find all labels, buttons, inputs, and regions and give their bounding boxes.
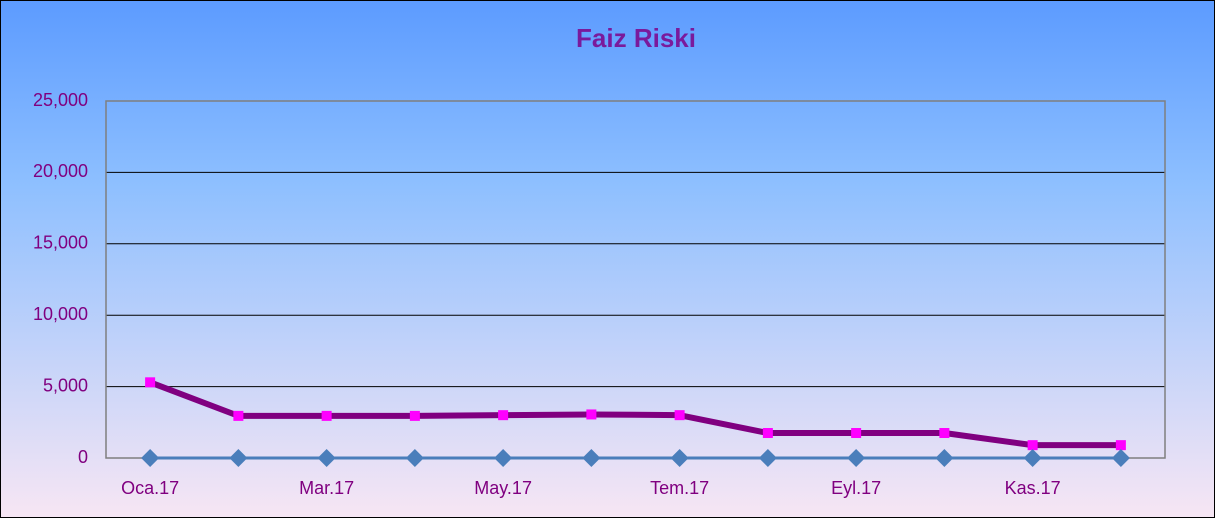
y-tick-label: 5,000 xyxy=(43,375,88,395)
marker xyxy=(1111,449,1130,467)
marker xyxy=(851,428,862,439)
marker xyxy=(847,449,866,467)
marker xyxy=(1027,440,1038,451)
x-tick-label: Oca.17 xyxy=(121,478,179,498)
y-tick-label: 25,000 xyxy=(33,90,88,110)
marker xyxy=(498,410,509,421)
marker xyxy=(586,409,597,420)
marker xyxy=(670,449,689,467)
y-tick-label: 0 xyxy=(78,447,88,467)
marker xyxy=(1115,440,1126,451)
series-line xyxy=(149,379,1121,449)
marker xyxy=(141,449,160,467)
x-tick-label: Kas.17 xyxy=(1005,478,1061,498)
marker xyxy=(1023,449,1042,467)
marker xyxy=(409,410,420,421)
marker xyxy=(321,410,332,421)
marker xyxy=(145,377,156,388)
marker xyxy=(762,428,773,439)
x-tick-label: May.17 xyxy=(474,478,532,498)
y-tick-label: 15,000 xyxy=(33,233,88,253)
marker xyxy=(405,449,424,467)
marker xyxy=(935,449,954,467)
marker xyxy=(674,410,685,421)
y-tick-label: 10,000 xyxy=(33,304,88,324)
x-tick-label: Tem.17 xyxy=(650,478,709,498)
x-tick-label: Mar.17 xyxy=(299,478,354,498)
marker xyxy=(494,449,513,467)
marker xyxy=(758,449,777,467)
x-tick-label: Eyl.17 xyxy=(831,478,881,498)
marker xyxy=(233,410,244,421)
marker xyxy=(582,449,601,467)
chart-title: Faiz Riski xyxy=(576,23,696,53)
y-tick-label: 20,000 xyxy=(33,161,88,181)
marker xyxy=(317,449,336,467)
marker xyxy=(229,449,248,467)
marker xyxy=(939,428,950,439)
